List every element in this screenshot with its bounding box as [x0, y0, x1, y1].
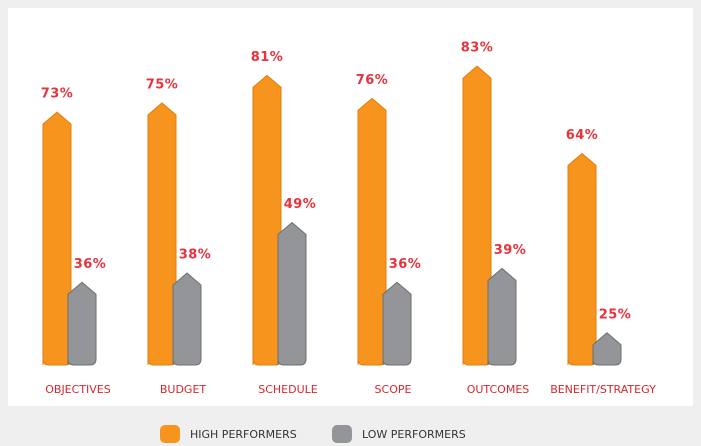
legend-label: LOW PERFORMERS: [362, 428, 466, 441]
value-label: 25%: [599, 307, 632, 322]
bar: [382, 281, 412, 366]
x-tick-label: BUDGET: [160, 383, 207, 396]
value-label: 49%: [284, 197, 317, 212]
legend-swatch: [160, 425, 180, 443]
bar: [567, 152, 597, 366]
x-tick-label: SCOPE: [375, 383, 412, 396]
value-label: 64%: [566, 128, 599, 143]
bar: [42, 111, 72, 366]
value-label: 38%: [179, 248, 212, 263]
legend-swatch: [332, 425, 352, 443]
x-tick-label: BENEFIT/STRATEGY: [550, 383, 656, 396]
bar: [172, 272, 202, 366]
x-tick-label: SCHEDULE: [258, 383, 318, 396]
legend-label: HIGH PERFORMERS: [190, 428, 297, 441]
bar: [67, 281, 97, 366]
bar: [487, 267, 517, 366]
value-label: 76%: [356, 73, 389, 88]
value-label: 36%: [74, 257, 107, 272]
x-tick-label: OBJECTIVES: [45, 383, 111, 396]
bar: [592, 332, 622, 366]
bar: [147, 102, 177, 366]
bar: [357, 97, 387, 366]
x-tick-label: OUTCOMES: [467, 383, 530, 396]
bar: [277, 221, 307, 366]
bar: [252, 74, 282, 366]
bar: [462, 65, 492, 366]
value-label: 73%: [41, 87, 74, 102]
value-label: 36%: [389, 257, 422, 272]
value-label: 75%: [146, 77, 179, 92]
value-label: 81%: [251, 50, 284, 65]
value-label: 39%: [494, 243, 527, 258]
value-label: 83%: [461, 41, 494, 56]
